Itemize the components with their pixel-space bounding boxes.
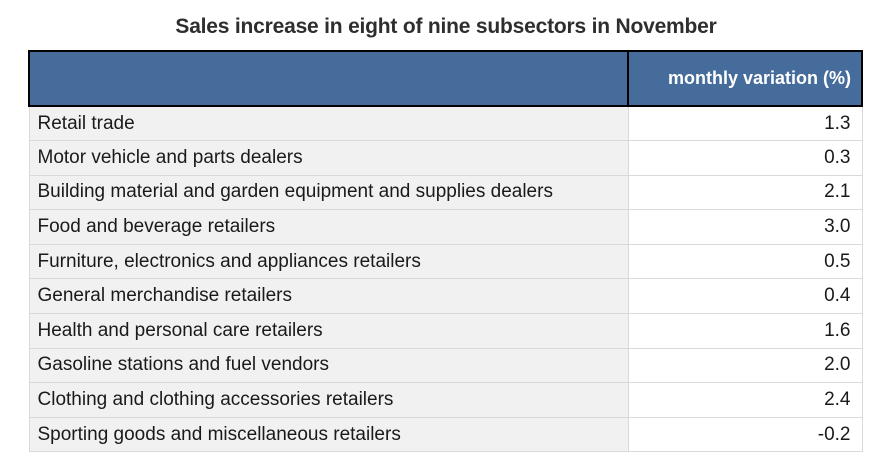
row-label: Building material and garden equipment a… [28,174,629,211]
row-value: -0.2 [627,416,863,453]
row-label: Food and beverage retailers [28,209,629,245]
table-row: Building material and garden equipment a… [28,174,863,211]
row-label: General merchandise retailers [28,278,629,315]
row-value: 2.1 [627,174,863,211]
row-value: 1.6 [627,313,863,349]
table-header-empty [28,50,629,107]
row-value: 0.5 [627,243,863,280]
row-value: 2.0 [627,347,863,384]
table-row: Motor vehicle and parts dealers 0.3 [28,140,863,176]
table-header: monthly variation (%) [28,50,863,107]
table-body: Retail trade 1.3 Motor vehicle and parts… [28,105,863,453]
row-label: Clothing and clothing accessories retail… [28,382,629,418]
row-label: Gasoline stations and fuel vendors [28,347,629,384]
row-label: Health and personal care retailers [28,313,629,349]
row-value: 3.0 [627,209,863,245]
table-row: Food and beverage retailers 3.0 [28,209,863,245]
row-value: 2.4 [627,382,863,418]
row-label: Retail trade [28,105,629,142]
table-row: Furniture, electronics and appliances re… [28,243,863,280]
row-value: 0.4 [627,278,863,315]
table-header-monthly-variation: monthly variation (%) [627,50,863,107]
table-header-row: monthly variation (%) [28,50,863,107]
table-row: General merchandise retailers 0.4 [28,278,863,315]
table-row: Clothing and clothing accessories retail… [28,382,863,418]
row-label: Furniture, electronics and appliances re… [28,243,629,280]
table-row: Sporting goods and miscellaneous retaile… [28,416,863,453]
table-row: Gasoline stations and fuel vendors 2.0 [28,347,863,384]
page-title: Sales increase in eight of nine subsecto… [175,15,717,38]
sales-table: monthly variation (%) Retail trade 1.3 M… [28,50,863,453]
row-value: 0.3 [627,140,863,176]
table-row: Retail trade 1.3 [28,105,863,142]
table-row: Health and personal care retailers 1.6 [28,313,863,349]
row-label: Motor vehicle and parts dealers [28,140,629,176]
row-label: Sporting goods and miscellaneous retaile… [28,416,629,453]
row-value: 1.3 [627,105,863,142]
